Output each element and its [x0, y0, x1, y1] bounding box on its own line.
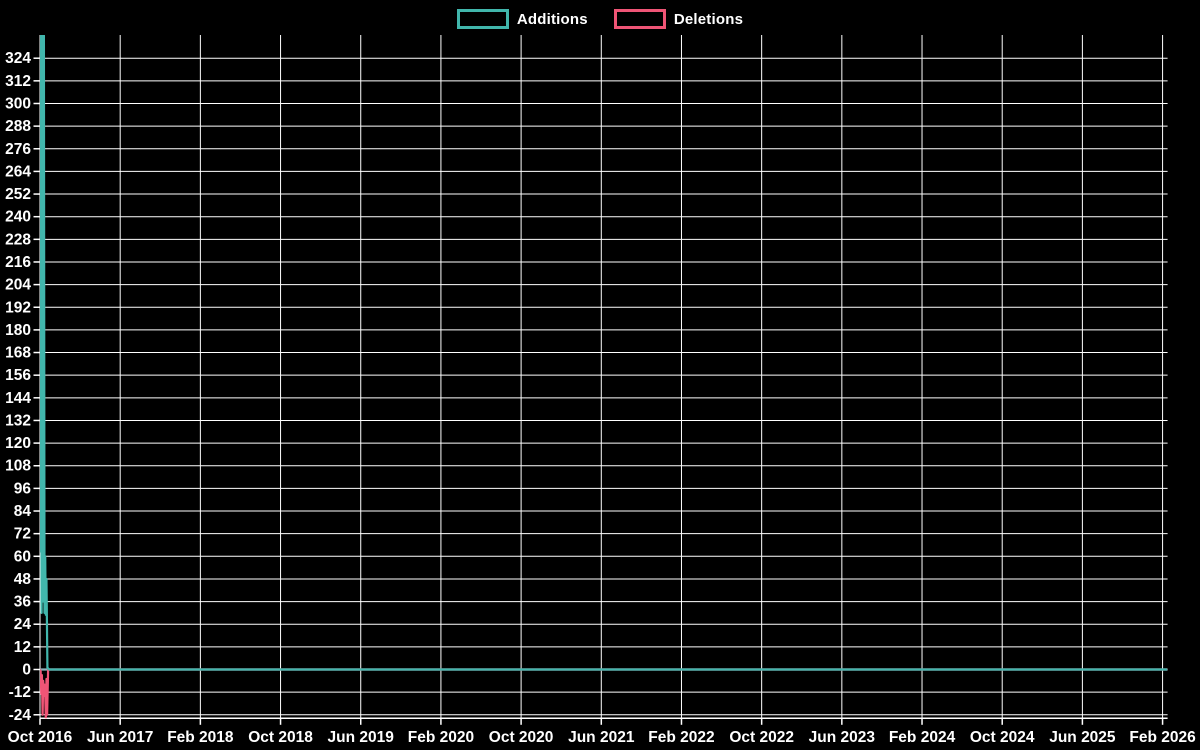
y-axis-label: 204 — [5, 277, 31, 294]
y-axis-label: 108 — [5, 458, 31, 475]
deletions-legend-label: Deletions — [673, 10, 744, 28]
legend-item-additions[interactable]: Additions — [456, 9, 588, 29]
x-axis-label: Feb 2024 — [889, 729, 956, 746]
y-axis-label: 48 — [14, 571, 32, 588]
deletions-swatch-icon — [613, 9, 666, 29]
x-axis-label: Feb 2022 — [648, 729, 714, 746]
y-axis-label: 120 — [5, 435, 31, 452]
y-axis-label: -12 — [9, 684, 31, 701]
x-axis-label: Feb 2020 — [408, 729, 474, 746]
deletions-line-series — [40, 668, 1168, 719]
y-axis-ticks — [33, 57, 40, 716]
additions-swatch-icon — [456, 9, 509, 29]
x-axis-label: Jun 2021 — [568, 729, 635, 746]
vertical-gridlines — [39, 35, 1164, 719]
y-axis-label: 24 — [14, 616, 32, 633]
x-axis-label: Feb 2026 — [1129, 729, 1196, 746]
y-axis-label: 288 — [5, 118, 31, 135]
y-axis-label: 180 — [5, 322, 31, 339]
y-axis-label: 276 — [5, 141, 31, 158]
y-axis-label: 132 — [5, 412, 31, 429]
y-axis-label: 264 — [5, 163, 31, 180]
y-axis-label: 36 — [14, 594, 32, 611]
x-axis-label: Jun 2023 — [809, 729, 876, 746]
y-axis-label: 96 — [14, 480, 32, 497]
y-axis-label: 12 — [14, 639, 31, 656]
x-axis-label: Oct 2016 — [8, 729, 73, 746]
y-axis-label: 300 — [5, 95, 31, 112]
x-axis-label: Jun 2017 — [87, 729, 153, 746]
y-axis-label: -24 — [9, 707, 32, 724]
x-axis-label: Feb 2018 — [167, 729, 234, 746]
y-axis-label: 156 — [5, 367, 31, 384]
x-axis-label: Jun 2025 — [1049, 729, 1116, 746]
additions-legend-label: Additions — [516, 10, 588, 28]
y-axis-label: 60 — [14, 548, 31, 565]
y-axis-label: 312 — [5, 73, 31, 90]
y-axis-label: 252 — [5, 186, 31, 203]
y-axis-label: 144 — [5, 390, 31, 407]
y-axis-label: 216 — [5, 254, 31, 271]
y-axis-label: 84 — [14, 503, 32, 520]
x-axis-label: Jun 2019 — [328, 729, 395, 746]
y-axis-label: 0 — [22, 662, 31, 679]
x-axis-label: Oct 2022 — [729, 729, 794, 746]
additions-line-series — [40, 35, 1168, 671]
x-axis-ticks — [39, 718, 1164, 725]
y-axis-label: 72 — [14, 526, 31, 543]
x-axis-labels: Oct 2016 Jun 2017 Feb 2018 Oct 2018 Jun 2019… — [8, 729, 1196, 746]
chart-legend: Additions Deletions — [0, 6, 1200, 32]
x-axis-label: Oct 2018 — [248, 729, 313, 746]
y-axis-label: 228 — [5, 231, 31, 248]
legend-item-deletions[interactable]: Deletions — [613, 9, 744, 29]
y-axis-label: 192 — [5, 299, 31, 316]
x-axis-label: Oct 2020 — [489, 729, 554, 746]
x-axis-label: Oct 2024 — [970, 729, 1035, 746]
y-axis-label: 168 — [5, 345, 31, 362]
y-axis-label: 240 — [5, 209, 31, 226]
y-axis-labels: 3243123002882762642522402282162041921801… — [5, 50, 31, 724]
horizontal-gridlines — [40, 57, 1168, 716]
y-axis-label: 324 — [5, 50, 31, 67]
